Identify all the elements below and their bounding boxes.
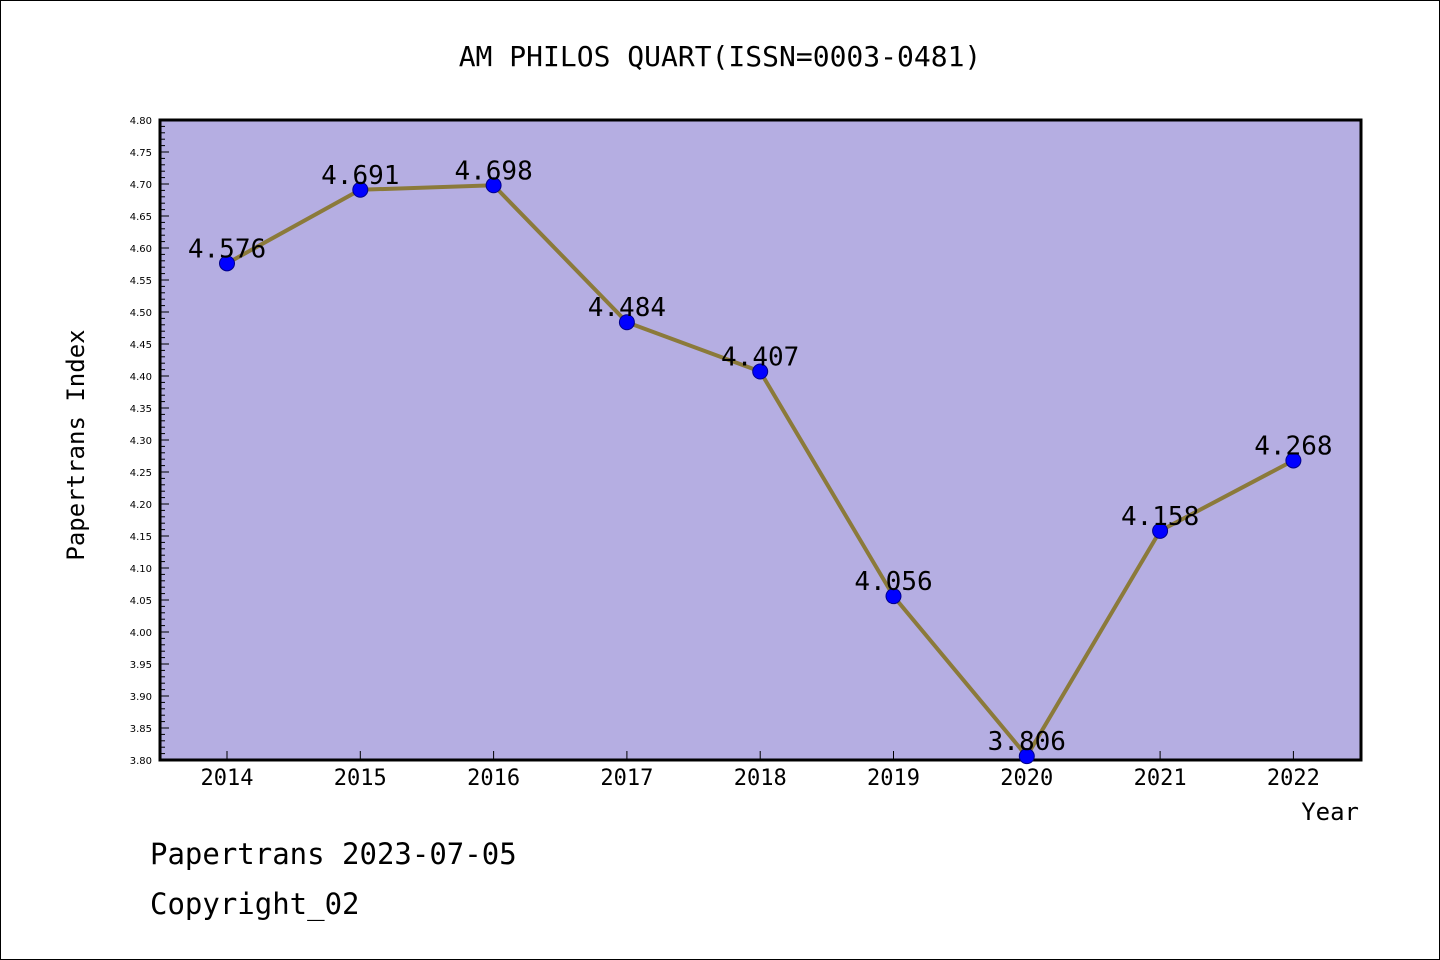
data-points (219, 177, 1302, 765)
data-label: 4.698 (454, 156, 532, 186)
x-tick-label: 2021 (1134, 766, 1187, 791)
y-tick-label: 4.65 (130, 212, 152, 223)
y-tick-label: 3.90 (130, 692, 152, 703)
y-tick-label: 4.75 (130, 148, 152, 159)
y-axis: 3.80 3.85 3.90 3.95 4.00 4.05 4.10 4.15 4.20 4.25… (130, 116, 169, 767)
data-point (752, 363, 769, 380)
data-label: 4.407 (721, 343, 799, 373)
y-tick-label: 3.80 (130, 756, 152, 767)
y-tick-label: 3.95 (130, 660, 152, 671)
y-tick-label: 4.60 (130, 244, 152, 255)
data-point (618, 314, 635, 331)
data-point (1285, 452, 1302, 469)
data-label: 4.484 (588, 293, 666, 323)
data-point (219, 255, 235, 272)
y-tick-label: 3.85 (130, 724, 152, 735)
data-label: 4.158 (1121, 502, 1199, 532)
data-point (485, 177, 502, 194)
data-label: 4.056 (854, 567, 932, 597)
data-label: 4.691 (321, 161, 399, 191)
x-tick-label: 2020 (1000, 766, 1053, 791)
footer-date: Papertrans 2023-07-05 (150, 837, 517, 871)
y-tick-label: 4.20 (130, 500, 152, 511)
y-tick-label: 4.50 (130, 308, 152, 319)
data-point (1018, 748, 1035, 765)
y-tick-label: 4.15 (130, 532, 152, 543)
data-label: 4.268 (1254, 431, 1332, 461)
y-tick-label: 4.00 (130, 628, 152, 639)
y-tick-label: 4.35 (130, 404, 152, 415)
x-axis: 2014 2015 2016 2017 2018 2019 2020 2021 2022 (201, 751, 1320, 791)
x-tick-label: 2022 (1267, 766, 1320, 791)
x-tick-label: 2017 (600, 766, 653, 791)
y-tick-label: 4.05 (130, 596, 152, 607)
data-label: 4.576 (188, 234, 266, 264)
y-tick-label: 4.25 (130, 468, 152, 479)
x-tick-label: 2018 (734, 766, 787, 791)
x-tick-label: 2014 (201, 766, 254, 791)
y-tick-label: 4.40 (130, 372, 152, 383)
y-tick-label: 4.70 (130, 180, 152, 191)
data-point (885, 588, 902, 605)
plot-area (158, 118, 1363, 762)
x-axis-title: Year (1301, 798, 1359, 826)
footer-copyright: Copyright_02 (150, 887, 360, 922)
data-labels: 4.576 4.691 4.698 4.484 4.407 4.056 3.806 4.158… (188, 156, 1333, 757)
data-point (352, 181, 369, 198)
y-tick-label: 4.10 (130, 564, 152, 575)
x-tick-label: 2016 (467, 766, 520, 791)
data-point (1152, 522, 1169, 539)
y-tick-label: 4.55 (130, 276, 152, 287)
y-tick-label: 4.80 (130, 116, 152, 127)
y-tick-label: 4.45 (130, 340, 152, 351)
x-tick-label: 2015 (334, 766, 387, 791)
y-tick-label: 4.30 (130, 436, 152, 447)
data-label: 3.806 (988, 727, 1066, 757)
y-axis-title: Papertrans Index (62, 329, 90, 560)
chart-title: AM PHILOS QUART(ISSN=0003-0481) (459, 40, 982, 73)
x-tick-label: 2019 (867, 766, 920, 791)
